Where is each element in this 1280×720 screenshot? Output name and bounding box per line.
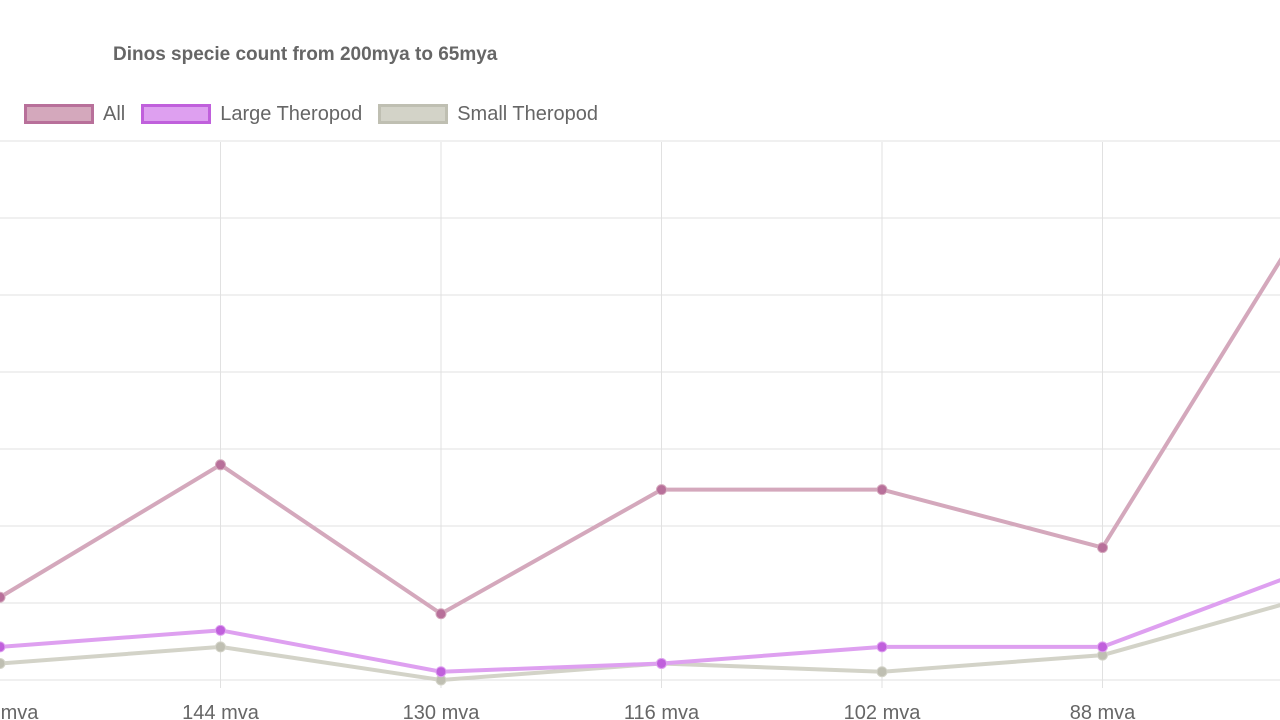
data-point-large-theropod — [1097, 641, 1108, 653]
data-point-large-theropod — [656, 657, 667, 669]
series-line-small-theropod — [0, 603, 1280, 683]
data-point-large-theropod — [435, 666, 447, 678]
legend-item-small-theropod[interactable]: Small Theropod — [378, 103, 598, 126]
x-tick-label: 130 mva — [403, 702, 481, 720]
data-point-small-theropod — [0, 657, 6, 669]
data-point-all — [435, 608, 447, 620]
data-point-large-theropod — [0, 641, 6, 653]
legend-label-small-theropod: Small Theropod — [457, 102, 599, 125]
legend-swatch-all — [24, 104, 94, 124]
data-point-large-theropod — [215, 624, 226, 636]
chart-title: Dinos specie count from 200mya to 65mya — [113, 44, 498, 65]
data-point-small-theropod — [876, 666, 888, 678]
x-tick-label: 144 mva — [182, 702, 260, 720]
data-point-large-theropod — [876, 641, 888, 653]
legend-item-large-theropod[interactable]: Large Theropod — [141, 103, 362, 126]
x-tick-label: 158 mva — [0, 702, 39, 720]
data-point-all — [1097, 542, 1108, 554]
series-line-all — [0, 257, 1280, 617]
data-point-all — [0, 591, 6, 603]
data-point-all — [215, 459, 226, 471]
legend-label-all: All — [103, 102, 126, 125]
legend-swatch-large-theropod — [141, 104, 212, 124]
chart-legend: All Large Theropod Small Theropod — [24, 100, 614, 128]
legend-item-all[interactable]: All — [24, 103, 125, 126]
data-point-all — [876, 484, 888, 496]
legend-swatch-small-theropod — [378, 104, 449, 124]
x-tick-label: 102 mva — [844, 702, 922, 720]
data-point-small-theropod — [215, 641, 226, 653]
x-tick-label: 88 mva — [1070, 702, 1136, 720]
legend-label-large-theropod: Large Theropod — [220, 102, 363, 125]
data-point-all — [656, 484, 667, 496]
x-tick-label: 116 mva — [624, 702, 700, 720]
